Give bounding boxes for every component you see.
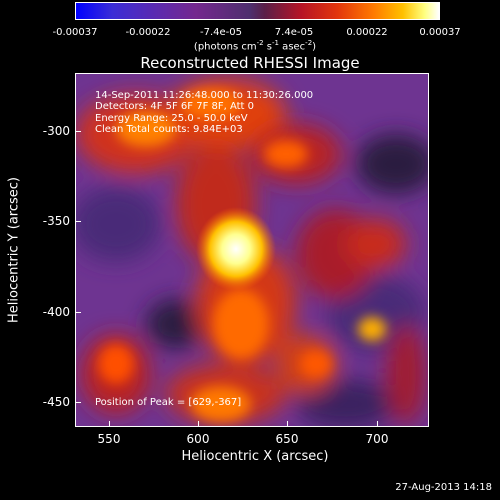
colorbar-tick: 0.00037: [419, 27, 461, 38]
y-tick: -300: [42, 124, 70, 138]
colorbar-tick: -0.00037: [52, 27, 98, 38]
colorbar-tick: -0.00022: [125, 27, 171, 38]
colorbar-tick: -7.4e-05: [200, 27, 242, 38]
y-tick: -450: [42, 395, 70, 409]
rhessi-image: [75, 73, 429, 427]
y-tick-mark: [75, 221, 81, 222]
time-range: 14-Sep-2011 11:26:48.000 to 11:30:26.000: [95, 90, 314, 101]
x-tick-mark: [377, 421, 378, 427]
timestamp: 27-Aug-2013 14:18: [395, 482, 492, 493]
x-axis-label: Heliocentric X (arcsec): [181, 449, 329, 464]
detectors: Detectors: 4F 5F 6F 7F 8F, Att 0: [95, 101, 255, 112]
y-tick: -400: [42, 305, 70, 319]
y-tick-mark: [75, 131, 81, 132]
colorbar-units: (photons cm-2 s-1 asec-2): [193, 39, 317, 53]
y-tick-mark: [75, 402, 81, 403]
total-counts: Clean Total counts: 9.84E+03: [95, 124, 243, 135]
colorbar: [75, 2, 440, 20]
y-axis-label: Heliocentric Y (arcsec): [6, 177, 22, 323]
x-tick-mark: [287, 421, 288, 427]
peak-position: Position of Peak = [629,-367]: [95, 397, 242, 408]
y-tick-mark: [75, 312, 81, 313]
energy-range: Energy Range: 25.0 - 50.0 keV: [95, 113, 248, 124]
colorbar-tick: 7.4e-05: [274, 27, 314, 38]
peak-source: [196, 207, 276, 291]
image-map: [76, 74, 428, 426]
x-tick: 600: [186, 432, 210, 446]
x-tick-mark: [198, 421, 199, 427]
x-tick: 650: [275, 432, 299, 446]
y-tick: -350: [42, 214, 70, 228]
x-tick-mark: [109, 421, 110, 427]
colorbar-tick: 0.00022: [346, 27, 388, 38]
x-tick: 700: [365, 432, 389, 446]
x-tick: 550: [97, 432, 121, 446]
image-title: Reconstructed RHESSI Image: [140, 54, 360, 72]
